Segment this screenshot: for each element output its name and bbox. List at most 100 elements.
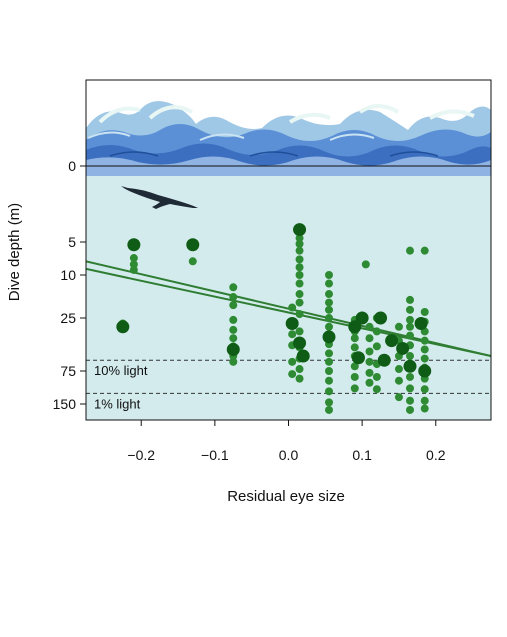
- data-point: [288, 303, 297, 312]
- x-tick-label: 0.0: [279, 447, 299, 463]
- data-point: [295, 255, 304, 264]
- data-point-large: [116, 320, 130, 334]
- data-point: [372, 327, 381, 336]
- data-point: [365, 322, 374, 331]
- data-point: [365, 347, 374, 356]
- data-point: [394, 365, 403, 374]
- data-point: [325, 405, 333, 414]
- data-point: [350, 362, 359, 371]
- data-point: [406, 305, 414, 314]
- data-point: [406, 322, 414, 331]
- data-point: [325, 314, 333, 322]
- data-point: [394, 376, 403, 385]
- data-point: [295, 234, 304, 243]
- data-point: [406, 372, 414, 381]
- diving-seal-icon: [121, 186, 198, 209]
- data-point-large: [226, 342, 240, 356]
- y-tick-label: 5: [68, 234, 76, 250]
- data-point: [350, 343, 359, 352]
- x-tick-label: −0.1: [201, 447, 229, 463]
- y-axis: 0 5 10 25 75 150: [53, 158, 86, 412]
- data-point: [372, 372, 381, 381]
- x-axis: −0.2 −0.1 0.0 0.1 0.2: [127, 420, 446, 463]
- data-point-large: [293, 223, 307, 237]
- data-point: [129, 254, 138, 263]
- data-point: [295, 374, 304, 383]
- y-tick-label: 75: [60, 363, 76, 379]
- data-point: [406, 396, 414, 405]
- data-point: [325, 349, 333, 358]
- data-point: [288, 357, 297, 366]
- data-point: [406, 246, 414, 255]
- data-point: [295, 298, 304, 307]
- data-point: [420, 308, 429, 317]
- data-point: [420, 385, 429, 394]
- data-point-large: [374, 311, 388, 325]
- data-point: [295, 279, 304, 288]
- data-point-large: [355, 311, 369, 325]
- data-point-large: [377, 353, 391, 367]
- data-point: [325, 357, 333, 366]
- data-point: [288, 330, 297, 339]
- data-point: [295, 327, 304, 336]
- data-point: [295, 246, 304, 255]
- data-point-large: [418, 364, 432, 378]
- data-point: [295, 365, 304, 374]
- data-point: [295, 239, 304, 248]
- data-point: [325, 367, 333, 375]
- data-point: [372, 342, 381, 351]
- data-point: [361, 260, 370, 269]
- data-point: [365, 368, 374, 377]
- data-point: [295, 290, 304, 299]
- data-point: [229, 293, 238, 302]
- y-tick-label: 0: [68, 158, 76, 174]
- water-area: [86, 166, 491, 420]
- data-point: [295, 271, 304, 279]
- x-tick-label: 0.2: [426, 447, 446, 463]
- data-point: [406, 405, 414, 414]
- data-point: [420, 345, 429, 354]
- data-point: [420, 336, 429, 345]
- data-point-large: [186, 238, 200, 252]
- data-point: [420, 246, 429, 255]
- y-tick-label: 25: [60, 310, 76, 326]
- data-point-large: [127, 238, 141, 252]
- data-point: [406, 384, 414, 393]
- light-level-label: 1% light: [94, 396, 141, 411]
- data-point: [394, 322, 403, 331]
- data-point: [295, 310, 304, 319]
- data-point: [229, 301, 238, 310]
- y-tick-label: 150: [53, 396, 77, 412]
- data-point: [350, 384, 359, 393]
- data-point-large: [322, 330, 336, 344]
- data-point-large: [396, 341, 410, 355]
- data-point: [325, 298, 333, 307]
- data-point: [365, 378, 374, 387]
- data-point: [420, 396, 429, 405]
- data-point: [288, 370, 297, 379]
- data-point: [129, 265, 138, 274]
- x-tick-label: −0.2: [127, 447, 155, 463]
- data-point: [325, 322, 333, 331]
- data-point: [394, 393, 403, 402]
- data-point: [295, 263, 304, 272]
- data-point: [420, 404, 429, 413]
- data-point-large: [296, 349, 310, 363]
- x-tick-label: 0.1: [352, 447, 372, 463]
- data-point: [229, 283, 238, 292]
- data-point-large: [414, 316, 428, 330]
- data-point: [325, 398, 333, 407]
- data-point: [350, 372, 359, 381]
- data-point: [325, 376, 333, 385]
- data-point-large: [293, 336, 307, 350]
- data-point: [365, 334, 374, 343]
- data-point-large: [385, 334, 399, 348]
- data-point: [350, 334, 359, 343]
- data-point: [188, 257, 197, 266]
- data-point: [325, 290, 333, 299]
- data-point: [325, 271, 333, 279]
- data-point: [365, 357, 374, 366]
- data-point: [406, 331, 414, 340]
- data-point: [406, 352, 414, 361]
